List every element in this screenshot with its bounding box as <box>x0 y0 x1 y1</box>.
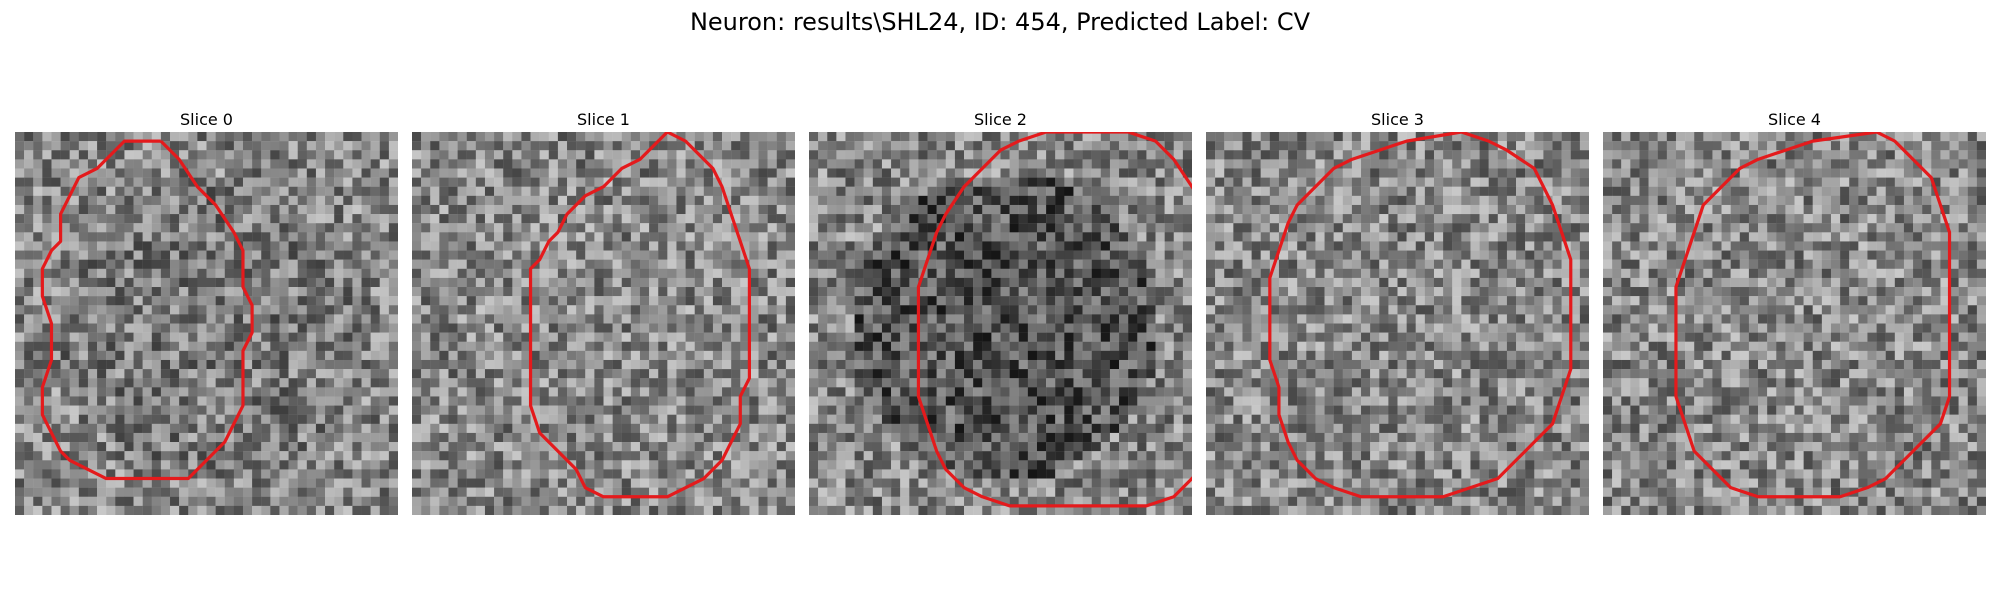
contour-line <box>1268 132 1573 499</box>
slice-panel-4: Slice 4 <box>1603 108 1986 515</box>
contour-line <box>916 132 1192 508</box>
slice-title: Slice 2 <box>974 110 1027 129</box>
slice-title: Slice 4 <box>1768 110 1821 129</box>
slice-title: Slice 3 <box>1371 110 1424 129</box>
slice-image <box>1603 132 1986 515</box>
slice-panel-1: Slice 1 <box>412 108 795 515</box>
contour-line <box>528 132 752 499</box>
slice-panel-3: Slice 3 <box>1206 108 1589 515</box>
figure-title: Neuron: results\SHL24, ID: 454, Predicte… <box>689 8 1311 36</box>
slice-panel-0: Slice 0 <box>15 108 398 515</box>
slice-image <box>1206 132 1589 515</box>
slice-image <box>15 132 398 515</box>
contour-line <box>1674 132 1952 499</box>
slice-panel-2: Slice 2 <box>809 108 1192 515</box>
slice-image <box>809 132 1192 515</box>
slice-title: Slice 0 <box>180 110 233 129</box>
contour-line <box>40 139 254 481</box>
slice-image <box>412 132 795 515</box>
slice-title: Slice 1 <box>577 110 630 129</box>
